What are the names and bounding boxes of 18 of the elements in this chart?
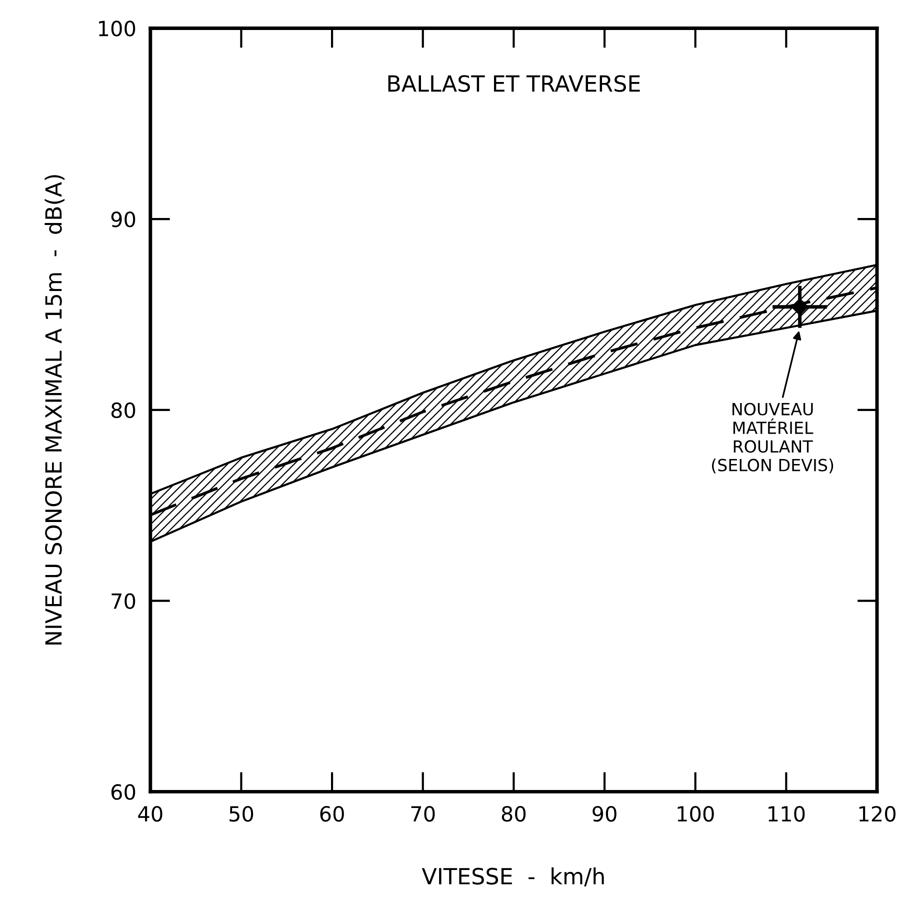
- x-tick-label: 80: [502, 806, 526, 822]
- x-tick-label: 100: [678, 806, 714, 822]
- y-tick-label: 100: [99, 20, 136, 36]
- x-tick-label: 110: [768, 806, 805, 822]
- y-tick-label: 60: [111, 784, 136, 800]
- x-tick-label: 70: [411, 806, 435, 822]
- x-tick-label: 60: [320, 806, 344, 822]
- x-tick-label: 50: [230, 806, 254, 822]
- y-tick-label: 80: [111, 402, 136, 418]
- x-tick-label: 120: [859, 806, 896, 822]
- x-axis-title: VITESSE - km/h: [422, 867, 604, 886]
- y-tick-label: 90: [111, 212, 136, 228]
- text: BALLAST ET TRAVERSE: [388, 75, 640, 92]
- annotation: NOUVEAU MATÉRIEL ROULANT (SELON DEVIS): [712, 402, 834, 474]
- x-tick-label: 90: [592, 806, 616, 822]
- y-tick-label: 70: [112, 593, 136, 610]
- y-axis-title: NIVEAU SONORE MAXIMAL A 15m - dB(A): [44, 175, 64, 645]
- x-tick-label: 40: [138, 806, 162, 822]
